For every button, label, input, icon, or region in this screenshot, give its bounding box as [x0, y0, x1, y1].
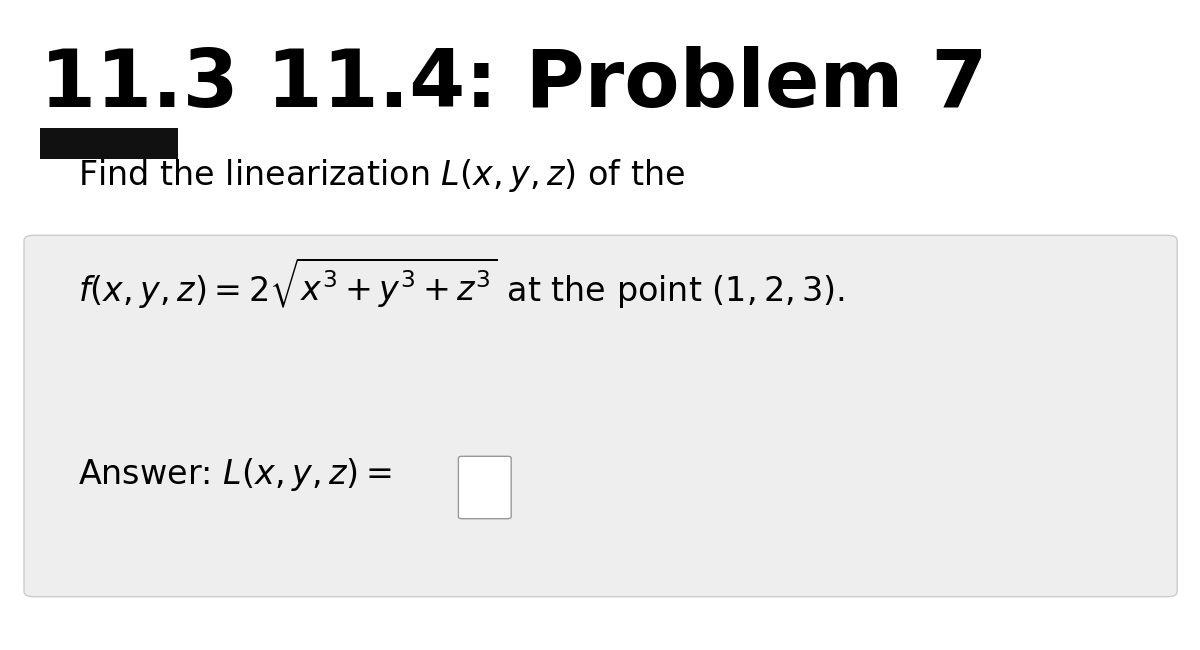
Bar — [40, 128, 178, 159]
Text: $f(x, y, z) = 2\sqrt{x^3 + y^3 + z^3}$ at the point $(1, 2, 3)$.: $f(x, y, z) = 2\sqrt{x^3 + y^3 + z^3}$ a… — [78, 255, 845, 310]
FancyBboxPatch shape — [458, 456, 511, 519]
FancyBboxPatch shape — [24, 235, 1177, 597]
Text: 11.3 11.4: Problem 7: 11.3 11.4: Problem 7 — [40, 46, 986, 124]
Text: Find the linearization $L(x, y, z)$ of the: Find the linearization $L(x, y, z)$ of t… — [78, 157, 685, 194]
Text: Answer: $L(x, y, z) =$: Answer: $L(x, y, z) =$ — [78, 456, 391, 493]
